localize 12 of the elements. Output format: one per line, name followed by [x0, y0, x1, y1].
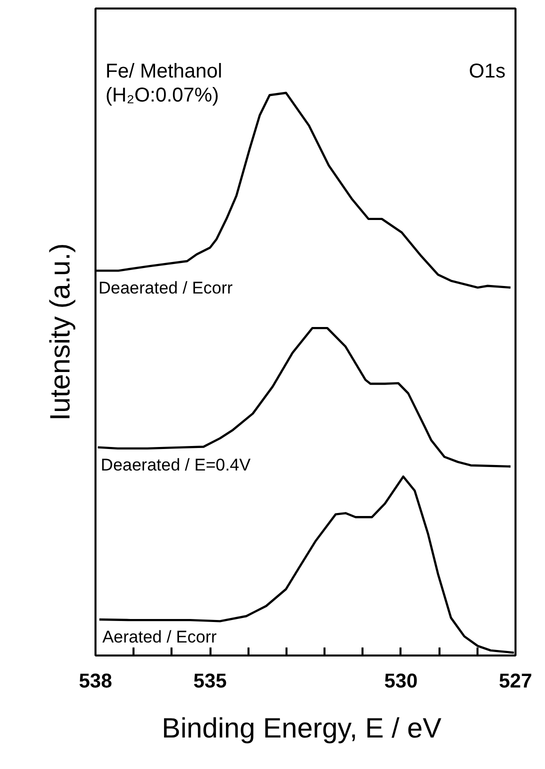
x-tick-label: 530 [384, 670, 418, 692]
x-tick-label: 527 [498, 670, 532, 692]
x-axis-title: Binding Energy, E / eV [162, 712, 442, 744]
series-label: Aerated / Ecorr [102, 627, 217, 646]
series-label: Deaerated / Ecorr [98, 278, 234, 298]
annotation: (H₂O:0.07%) [106, 84, 219, 106]
text: O1s [468, 60, 506, 82]
x-tick-label: 538 [78, 670, 112, 692]
y-axis-title: Iutensity (a.u.) [44, 243, 76, 421]
series-label: Deaerated / E=0.4V [100, 455, 252, 474]
x-tick-label: 535 [193, 670, 227, 692]
text: Fe/ Methanol [106, 60, 222, 82]
